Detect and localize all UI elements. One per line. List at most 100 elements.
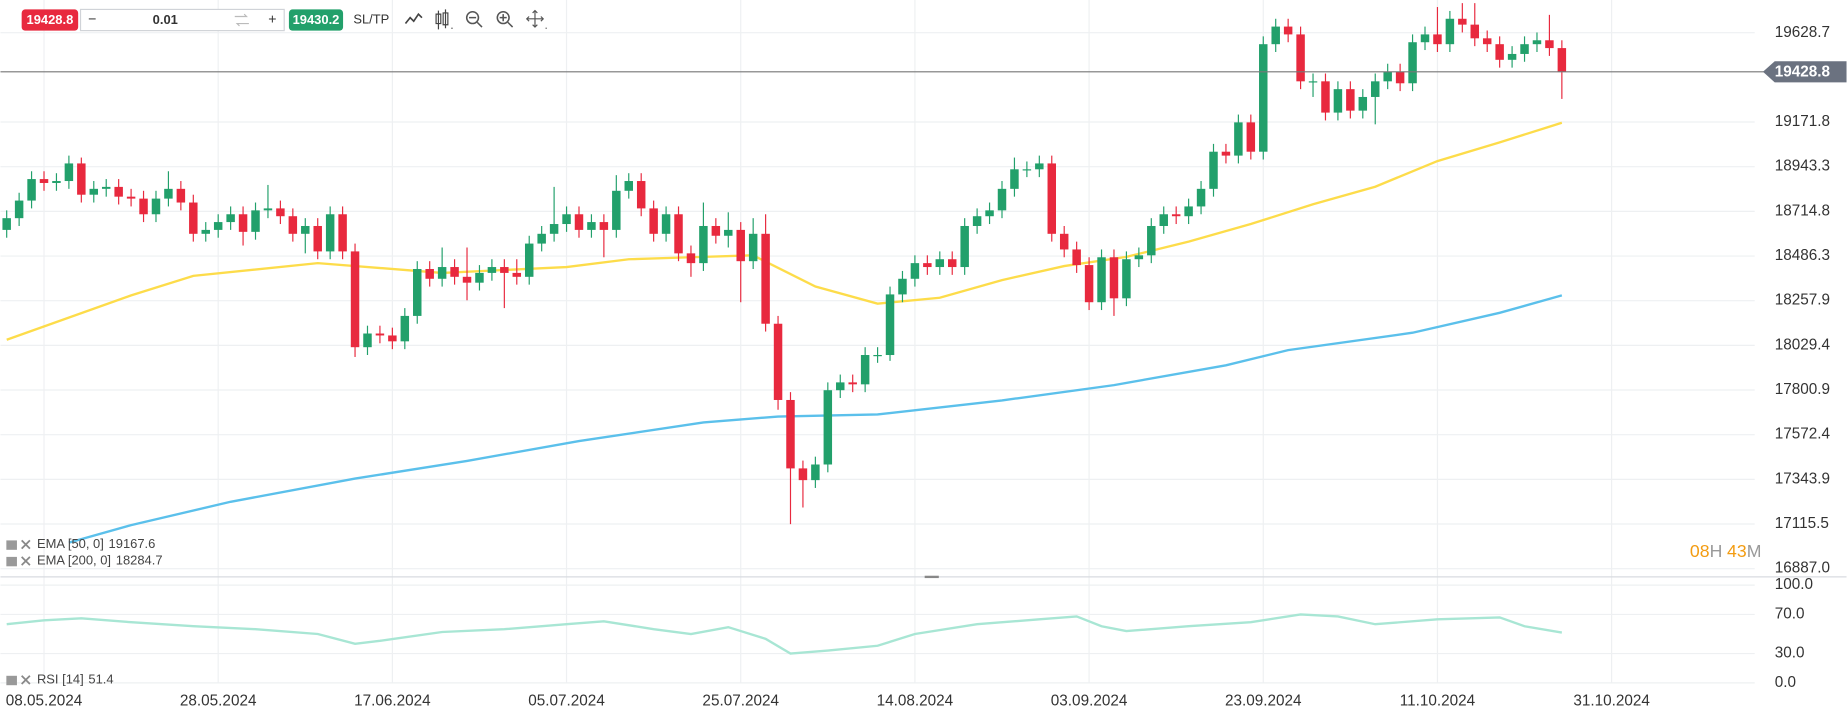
candle-body	[1321, 81, 1330, 113]
candle-body	[910, 263, 920, 279]
candle-body	[164, 188, 173, 199]
candle-body	[201, 229, 210, 234]
rsi-tick-label: 0.0	[1775, 674, 1796, 691]
rsi-line	[6, 613, 1563, 655]
x-tick-label: 14.08.2024	[877, 693, 954, 710]
sell-price: 19428.8	[27, 12, 74, 27]
candle-body	[1234, 122, 1243, 156]
y-tick-label: 16887.0	[1775, 560, 1830, 577]
candle-body	[512, 272, 522, 277]
x-tick-label: 23.09.2024	[1225, 693, 1302, 710]
candle-body	[1246, 122, 1256, 152]
candle-body	[1159, 214, 1168, 226]
candle-body	[1209, 151, 1218, 189]
candle-body	[1084, 265, 1094, 303]
candle-body	[189, 202, 198, 234]
y-tick-label: 18486.3	[1775, 247, 1830, 264]
candle-body	[624, 181, 633, 191]
legend-remove[interactable]	[21, 556, 31, 566]
legend-name: EMA [50, 0]	[37, 537, 104, 552]
candle-body	[898, 278, 907, 295]
candle-body	[151, 198, 161, 215]
candle-body	[363, 333, 372, 348]
candle-body	[276, 208, 285, 217]
legend-label: EMA [50, 0] 19167.6	[37, 537, 155, 552]
candle-body	[1371, 81, 1380, 97]
legend-remove[interactable]	[21, 675, 31, 685]
candle-body	[338, 214, 347, 252]
candle-body	[873, 355, 882, 357]
candle-body	[375, 333, 385, 336]
sell-button[interactable]	[21, 9, 79, 31]
candle-body	[1532, 40, 1542, 45]
candle-body	[860, 355, 870, 385]
candle-body	[923, 263, 932, 268]
candle-body	[400, 315, 410, 342]
candle-body	[1346, 89, 1355, 111]
candle-body	[2, 218, 11, 230]
y-tick-label: 18257.9	[1775, 292, 1830, 309]
zoom-out-icon[interactable]	[465, 11, 483, 28]
legend-icon	[6, 540, 17, 550]
candle-icon[interactable]	[435, 9, 453, 30]
swap-icon[interactable]	[234, 13, 249, 27]
candle-body	[549, 224, 559, 234]
candle-body	[562, 214, 571, 225]
x-tick-label: 11.10.2024	[1400, 693, 1476, 710]
candle-body	[462, 276, 472, 283]
candle-body	[972, 216, 982, 226]
candle-body	[1333, 89, 1343, 113]
candle-body	[1184, 206, 1193, 217]
legend-value: 51.4	[88, 672, 113, 687]
candle-body	[947, 259, 957, 268]
legend-remove[interactable]	[21, 539, 31, 550]
x-tick-label: 28.05.2024	[180, 693, 257, 710]
candle-body	[1022, 169, 1032, 171]
zoom-in-icon[interactable]	[496, 11, 514, 28]
candle-body	[1059, 233, 1069, 250]
x-tick-label: 03.09.2024	[1051, 693, 1128, 710]
candle-body	[238, 214, 248, 232]
candle-body	[251, 210, 260, 232]
candle-body	[1433, 34, 1442, 45]
pan-icon[interactable]	[525, 9, 547, 29]
candle-body	[1520, 44, 1529, 54]
line-chart-icon[interactable]	[404, 12, 423, 25]
buy-button[interactable]	[288, 9, 344, 31]
candle-body	[811, 464, 820, 481]
candle-body	[413, 268, 422, 316]
candle-body	[1395, 71, 1405, 84]
volume-input[interactable]: 0.01	[153, 12, 178, 27]
candle-body	[997, 188, 1007, 211]
candle-body	[500, 267, 509, 273]
toolbar: 19428.8 − 0.01 + 19430.2 SL/TP	[21, 8, 547, 32]
candle-body	[14, 200, 24, 219]
candle-body	[786, 399, 795, 469]
candle-body	[1445, 18, 1455, 45]
candle-body	[1109, 257, 1119, 299]
candle-body	[1470, 24, 1480, 39]
candle-body	[39, 179, 49, 183]
candle-body	[1097, 257, 1106, 303]
y-tick-label: 17115.5	[1775, 515, 1829, 532]
candle-body	[935, 259, 945, 268]
x-tick-label: 25.07.2024	[702, 693, 779, 710]
plus-button[interactable]: +	[268, 11, 276, 27]
candle-body	[798, 468, 808, 481]
rsi-tick-label: 100.0	[1775, 576, 1813, 593]
y-tick-label: 17343.9	[1775, 470, 1830, 487]
legend-label: RSI [14] 51.4	[37, 672, 114, 687]
candle-body	[27, 179, 36, 201]
buy-price: 19430.2	[293, 12, 340, 27]
candle-body	[1171, 214, 1181, 217]
y-tick-label: 19171.8	[1775, 113, 1830, 130]
candle-body	[288, 216, 298, 234]
x-tick-label: 08.05.2024	[6, 693, 83, 710]
candle-body	[313, 225, 322, 252]
minus-button[interactable]: −	[88, 11, 96, 27]
ema-line	[68, 294, 1563, 544]
candle-body	[985, 210, 994, 217]
candle-body	[537, 233, 546, 244]
sltp-button[interactable]: SL/TP	[353, 11, 389, 26]
